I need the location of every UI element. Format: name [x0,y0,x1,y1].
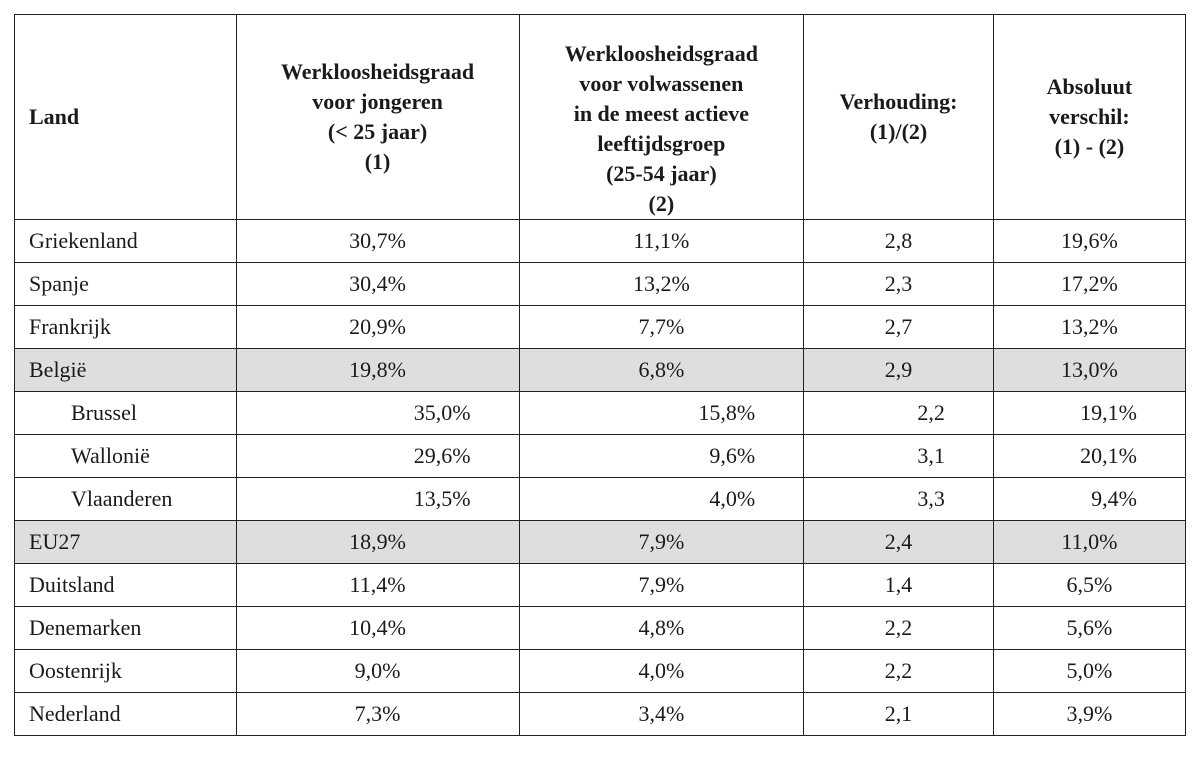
cell-abs-diff: 6,5% [992,563,1187,607]
cell-land: België [14,348,237,392]
cell-abs-diff: 5,0% [992,649,1187,693]
cell-youth-rate: 30,7% [235,219,520,263]
table-row: Wallonië 29,6% 9,6% 3,1 20,1% [14,434,1187,478]
cell-adult-rate: 4,8% [518,606,805,650]
cell-youth-rate: 29,6% [235,434,520,478]
cell-youth-rate: 7,3% [235,692,520,736]
cell-ratio: 2,2 [803,391,994,435]
cell-adult-rate: 3,4% [518,692,805,736]
cell-ratio: 2,2 [803,649,994,693]
cell-adult-rate: 4,0% [518,477,805,521]
cell-youth-rate: 10,4% [235,606,520,650]
header-adult-rate: Werkloosheidsgraad voor volwassenen in d… [518,14,805,220]
cell-abs-diff: 19,6% [992,219,1187,263]
cell-abs-diff: 13,0% [992,348,1187,392]
cell-land: Griekenland [14,219,237,263]
cell-land: Nederland [14,692,237,736]
header-abs-diff: Absoluut verschil: (1) - (2) [992,14,1187,220]
header-row: Land Werkloosheidsgraad voor jongeren (<… [14,14,1187,220]
cell-adult-rate: 4,0% [518,649,805,693]
cell-land: EU27 [14,520,237,564]
cell-ratio: 3,1 [803,434,994,478]
table-row: Duitsland 11,4% 7,9% 1,4 6,5% [14,563,1187,607]
cell-youth-rate: 13,5% [235,477,520,521]
cell-youth-rate: 18,9% [235,520,520,564]
header-ratio: Verhouding: (1)/(2) [803,14,994,220]
cell-youth-rate: 11,4% [235,563,520,607]
table-row: Frankrijk 20,9% 7,7% 2,7 13,2% [14,305,1187,349]
cell-youth-rate: 9,0% [235,649,520,693]
table-row: Vlaanderen 13,5% 4,0% 3,3 9,4% [14,477,1187,521]
cell-land: Brussel [14,391,237,435]
cell-land: Vlaanderen [14,477,237,521]
cell-land: Frankrijk [14,305,237,349]
cell-youth-rate: 30,4% [235,262,520,306]
cell-abs-diff: 13,2% [992,305,1187,349]
cell-adult-rate: 13,2% [518,262,805,306]
header-land: Land [14,14,237,220]
cell-adult-rate: 7,9% [518,563,805,607]
cell-land: Oostenrijk [14,649,237,693]
cell-adult-rate: 6,8% [518,348,805,392]
cell-ratio: 2,4 [803,520,994,564]
cell-ratio: 2,9 [803,348,994,392]
cell-abs-diff: 17,2% [992,262,1187,306]
cell-adult-rate: 7,9% [518,520,805,564]
cell-adult-rate: 9,6% [518,434,805,478]
cell-land: Duitsland [14,563,237,607]
cell-adult-rate: 11,1% [518,219,805,263]
cell-abs-diff: 9,4% [992,477,1187,521]
cell-ratio: 2,7 [803,305,994,349]
cell-abs-diff: 3,9% [992,692,1187,736]
table-row: Nederland 7,3% 3,4% 2,1 3,9% [14,692,1187,736]
table-row: Oostenrijk 9,0% 4,0% 2,2 5,0% [14,649,1187,693]
cell-land: Spanje [14,262,237,306]
cell-youth-rate: 35,0% [235,391,520,435]
cell-abs-diff: 19,1% [992,391,1187,435]
cell-youth-rate: 20,9% [235,305,520,349]
cell-ratio: 2,2 [803,606,994,650]
cell-land: Wallonië [14,434,237,478]
unemployment-table: Land Werkloosheidsgraad voor jongeren (<… [14,14,1187,736]
table-row: Denemarken 10,4% 4,8% 2,2 5,6% [14,606,1187,650]
cell-abs-diff: 5,6% [992,606,1187,650]
cell-ratio: 2,3 [803,262,994,306]
table-row: Griekenland 30,7% 11,1% 2,8 19,6% [14,219,1187,263]
cell-abs-diff: 20,1% [992,434,1187,478]
table-row: EU27 18,9% 7,9% 2,4 11,0% [14,520,1187,564]
cell-ratio: 3,3 [803,477,994,521]
table-row: Spanje 30,4% 13,2% 2,3 17,2% [14,262,1187,306]
header-youth-rate: Werkloosheidsgraad voor jongeren (< 25 j… [235,14,520,220]
table-row: Brussel 35,0% 15,8% 2,2 19,1% [14,391,1187,435]
cell-land: Denemarken [14,606,237,650]
cell-ratio: 2,8 [803,219,994,263]
cell-ratio: 2,1 [803,692,994,736]
cell-adult-rate: 7,7% [518,305,805,349]
cell-youth-rate: 19,8% [235,348,520,392]
cell-ratio: 1,4 [803,563,994,607]
cell-abs-diff: 11,0% [992,520,1187,564]
table-row: België 19,8% 6,8% 2,9 13,0% [14,348,1187,392]
cell-adult-rate: 15,8% [518,391,805,435]
